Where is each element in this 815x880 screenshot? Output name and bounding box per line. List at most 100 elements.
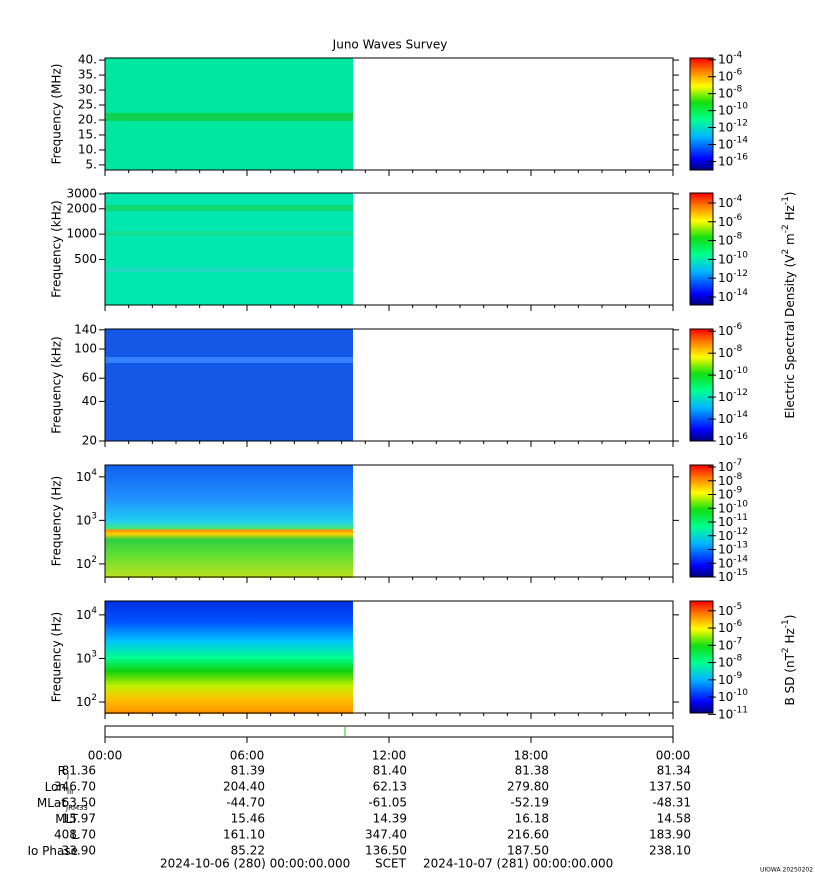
tick-label: 10-14	[718, 287, 748, 303]
tick-label-base: 10	[718, 515, 733, 529]
tick-label-exp: -12	[733, 388, 748, 398]
spectrogram-band	[105, 231, 353, 236]
tick-label: 10-4	[718, 193, 743, 209]
ephemeris-label: MLat	[37, 796, 66, 810]
tick-label-exp: -9	[733, 670, 742, 680]
ephemeris-value: 216.60	[507, 828, 549, 842]
tick-label: 10-6	[718, 212, 743, 228]
label-text: Hz	[783, 205, 797, 224]
ephemeris-label: R	[58, 764, 66, 778]
spectrogram-band	[105, 268, 353, 272]
ephemeris-value: 81.36	[62, 764, 96, 778]
tick-label-exp: -8	[733, 653, 742, 663]
ephemeris-label: Io Phase	[27, 844, 78, 858]
colorbar-label: B SD (nT2 Hz-1)	[781, 615, 797, 706]
x-tick-label: 00:00	[88, 749, 123, 763]
ephemeris-value: -61.05	[368, 796, 407, 810]
tick-label-base: 10	[718, 460, 733, 474]
tick-label-exp: -12	[733, 526, 748, 536]
tick-label: 10-6	[718, 67, 743, 83]
tick-label-base: 10	[718, 570, 733, 584]
tick-label-base: 10	[718, 528, 733, 542]
tick-label: 10-13	[718, 540, 748, 556]
tick-label: 30.	[78, 83, 97, 97]
y-axis-label: Frequency (MHz)	[50, 64, 64, 165]
tick-label: 10-7	[718, 458, 742, 474]
y-axis-label: Frequency (Hz)	[50, 476, 64, 567]
tick-label-exp: -6	[733, 212, 742, 222]
tick-label-base: 10	[76, 513, 91, 527]
tick-label-base: 10	[718, 103, 733, 117]
tick-label: 140	[74, 322, 97, 336]
tick-label-base: 10	[718, 69, 733, 83]
tick-label: 10-16	[718, 152, 748, 168]
tick-label: 10-15	[718, 568, 748, 584]
tick-label-base: 10	[718, 289, 733, 303]
ephemeris-value: 347.40	[365, 828, 407, 842]
tick-label-exp: -8	[733, 471, 742, 481]
ephemeris-value: 279.80	[507, 780, 549, 794]
tick-label-base: 10	[718, 86, 733, 100]
tick-label-exp: -12	[733, 269, 748, 279]
ephemeris-name: R	[58, 764, 66, 778]
tick-label-base: 10	[76, 651, 91, 665]
tick-label-exp: -16	[733, 152, 748, 162]
tick-label: 10-11	[718, 705, 748, 721]
tick-label: 10-10	[718, 366, 748, 382]
colorbar	[689, 192, 714, 306]
tick-label-exp: -10	[733, 101, 748, 111]
tick-label-exp: -6	[733, 619, 742, 629]
ephemeris-sub: J	[66, 772, 69, 780]
ephemeris-label: MLT	[55, 812, 78, 826]
tick-label-base: 10	[718, 434, 733, 448]
tick-label: 10-9	[718, 670, 743, 686]
ephemeris-label: L	[71, 828, 78, 842]
ephemeris-value: 81.39	[231, 764, 265, 778]
ephemeris-value: 81.34	[657, 764, 691, 778]
tick-label: 10-6	[718, 619, 743, 635]
ephemeris-value: 161.10	[223, 828, 265, 842]
ephemeris-name: Lon	[45, 780, 66, 794]
tick-label-base: 10	[76, 556, 91, 570]
tick-label-exp: -10	[733, 688, 748, 698]
ephemeris-value: 15.46	[231, 812, 265, 826]
tick-label: 15.	[78, 127, 97, 141]
tick-label: 10-5	[718, 601, 742, 617]
ephemeris-value: -48.31	[652, 796, 691, 810]
tick-label-exp: -6	[733, 67, 742, 77]
tick-label: 104	[76, 467, 97, 483]
colorbar	[689, 328, 714, 442]
tick-label-base: 10	[718, 707, 733, 721]
tick-label-exp: -11	[733, 705, 748, 715]
tick-label: 10-12	[718, 269, 748, 285]
tick-label-base: 10	[718, 412, 733, 426]
spectrogram	[105, 193, 353, 305]
label-sup: -2	[781, 224, 791, 233]
tick-label: 100	[74, 342, 97, 356]
tick-label-base: 10	[718, 346, 733, 360]
tick-label: 25.	[78, 98, 97, 112]
tick-label-base: 10	[718, 473, 733, 487]
ephemeris-value: 136.50	[365, 844, 407, 858]
tick-label: 10-6	[718, 322, 743, 338]
tick-label-base: 10	[718, 324, 733, 338]
tick-label: 40	[82, 394, 97, 408]
tick-label: 500	[74, 252, 97, 266]
ephemeris-value: 16.18	[515, 812, 549, 826]
tick-label: 10-9	[718, 485, 743, 501]
x-tick-label: 12:00	[372, 749, 407, 763]
tick-label-exp: -11	[733, 513, 748, 523]
ephemeris-value: 15.97	[62, 812, 96, 826]
tick-label: 10-14	[718, 135, 748, 151]
tick-label: 10-14	[718, 410, 748, 426]
ephemeris-value: 187.50	[507, 844, 549, 858]
tick-label: 102	[76, 693, 97, 709]
tick-label-exp: -14	[733, 410, 748, 420]
tick-label: 3000	[66, 186, 97, 200]
tick-label-exp: -8	[733, 344, 742, 354]
ephemeris-name: MLT	[55, 812, 78, 826]
tick-label-base: 10	[718, 603, 733, 617]
spectrogram	[105, 465, 353, 578]
tick-label: 10-11	[718, 513, 748, 529]
ephemeris-sub: III	[67, 788, 73, 796]
